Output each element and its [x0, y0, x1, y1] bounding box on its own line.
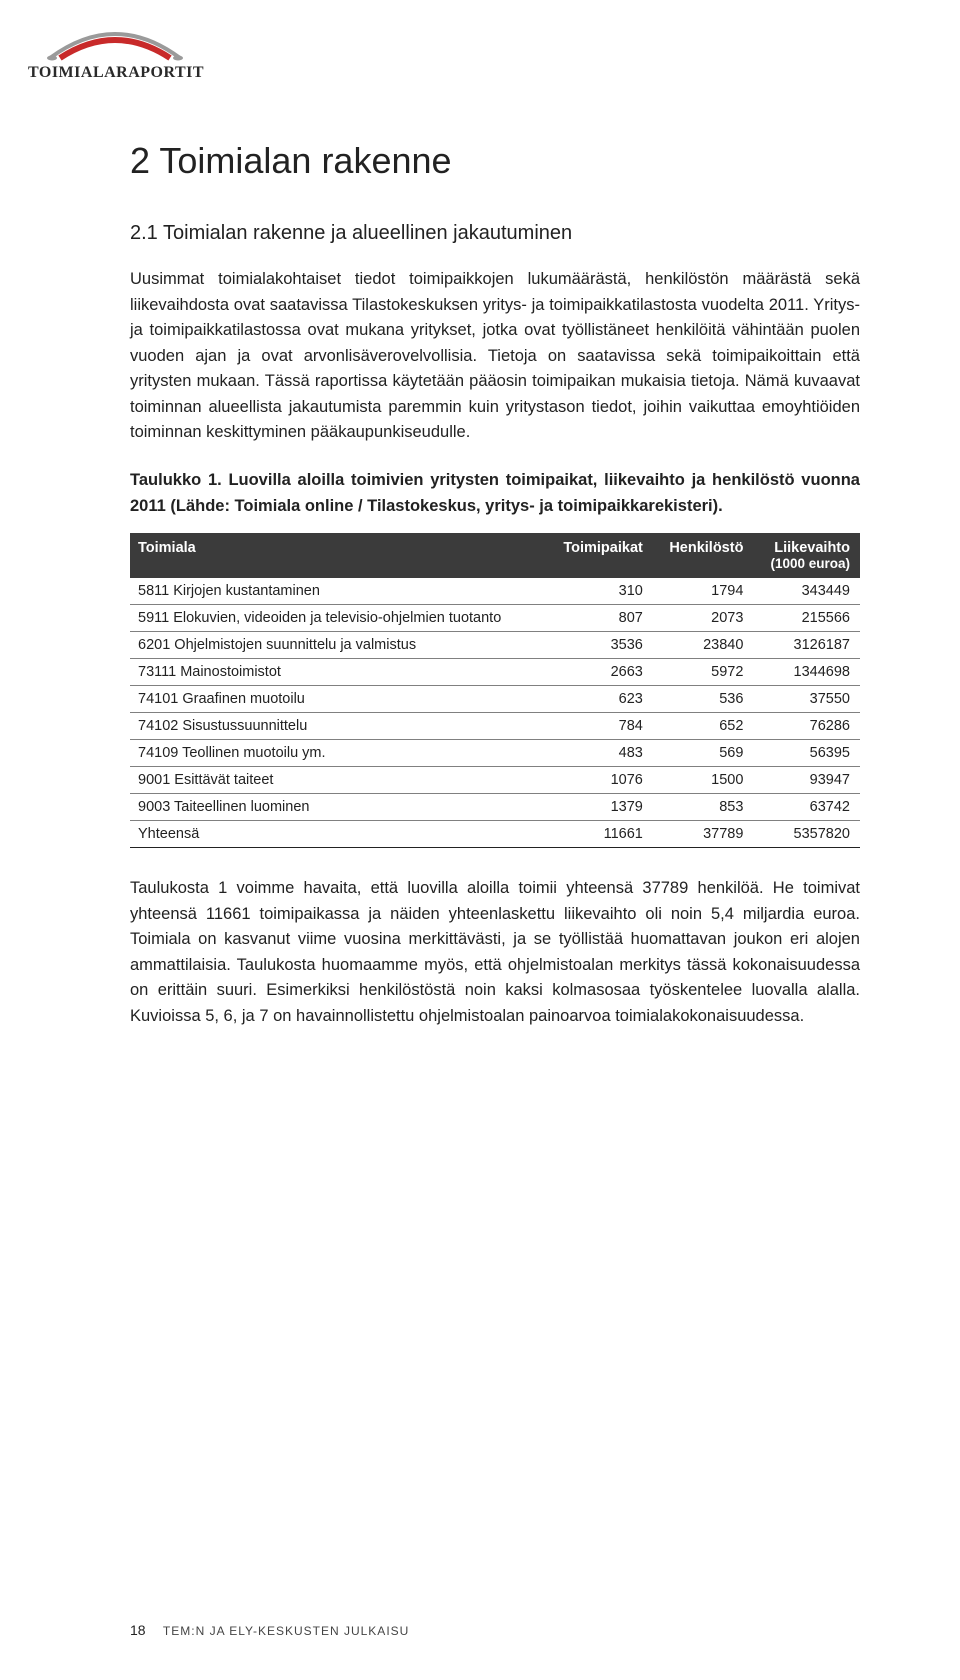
page-number: 18 [130, 1622, 146, 1638]
table-cell: 1794 [653, 578, 754, 605]
table-cell: 2663 [546, 659, 652, 686]
table-cell: 93947 [753, 767, 860, 794]
table-row: 74109 Teollinen muotoilu ym.48356956395 [130, 740, 860, 767]
table-cell: 3536 [546, 632, 652, 659]
table-cell: 5811 Kirjojen kustantaminen [130, 578, 546, 605]
table-cell: 11661 [546, 821, 652, 848]
caption-text: Luovilla aloilla toimivien yritysten toi… [130, 471, 860, 515]
table-cell: 63742 [753, 794, 860, 821]
table-cell: 569 [653, 740, 754, 767]
body-paragraph: Taulukosta 1 voimme havaita, että luovil… [130, 876, 860, 1029]
body-paragraph: Uusimmat toimialakohtaiset tiedot toimip… [130, 267, 860, 446]
table-cell: 74101 Graafinen muotoilu [130, 686, 546, 713]
table-cell: 784 [546, 713, 652, 740]
chapter-title: 2 Toimialan rakenne [130, 140, 860, 182]
logo: TOIMIALARAPORTIT [28, 28, 208, 82]
table-cell: 37789 [653, 821, 754, 848]
table-caption: Taulukko 1. Luovilla aloilla toimivien y… [130, 468, 860, 519]
page-footer: 18 TEM:N JA ELY-KESKUSTEN JULKAISU [130, 1622, 409, 1638]
table-cell: 3126187 [753, 632, 860, 659]
col-liikevaihto-label: Liikevaihto [774, 540, 850, 556]
table-cell: 76286 [753, 713, 860, 740]
table-cell: 1500 [653, 767, 754, 794]
table-cell: 5972 [653, 659, 754, 686]
table-cell: 73111 Mainostoimistot [130, 659, 546, 686]
table-cell: 1379 [546, 794, 652, 821]
col-toimiala: Toimiala [130, 533, 546, 578]
table-cell: 652 [653, 713, 754, 740]
table-cell: 310 [546, 578, 652, 605]
table-row: 73111 Mainostoimistot266359721344698 [130, 659, 860, 686]
table-cell: 6201 Ohjelmistojen suunnittelu ja valmis… [130, 632, 546, 659]
table-row: 9003 Taiteellinen luominen137985363742 [130, 794, 860, 821]
table-cell: 1344698 [753, 659, 860, 686]
table-cell: 5357820 [753, 821, 860, 848]
col-liikevaihto: Liikevaihto (1000 euroa) [753, 533, 860, 578]
section-title: 2.1 Toimialan rakenne ja alueellinen jak… [130, 222, 860, 245]
caption-label: Taulukko 1. [130, 471, 222, 489]
table-cell: 5911 Elokuvien, videoiden ja televisio-o… [130, 605, 546, 632]
table-cell: 74109 Teollinen muotoilu ym. [130, 740, 546, 767]
table-cell: Yhteensä [130, 821, 546, 848]
logo-text: TOIMIALARAPORTIT [28, 64, 208, 82]
table-cell: 536 [653, 686, 754, 713]
col-henkilosto: Henkilöstö [653, 533, 754, 578]
table-row: 74102 Sisustussuunnittelu78465276286 [130, 713, 860, 740]
logo-arc-icon [40, 28, 190, 62]
table-cell: 483 [546, 740, 652, 767]
table-cell: 9003 Taiteellinen luominen [130, 794, 546, 821]
page: TOIMIALARAPORTIT 2 Toimialan rakenne 2.1… [0, 0, 960, 1680]
table-cell: 9001 Esittävät taiteet [130, 767, 546, 794]
col-toimipaikat: Toimipaikat [546, 533, 652, 578]
table-header-row: Toimiala Toimipaikat Henkilöstö Liikevai… [130, 533, 860, 578]
table-cell: 2073 [653, 605, 754, 632]
table-row: 9001 Esittävät taiteet1076150093947 [130, 767, 860, 794]
data-table: Toimiala Toimipaikat Henkilöstö Liikevai… [130, 533, 860, 848]
table-cell: 853 [653, 794, 754, 821]
col-liikevaihto-sub: (1000 euroa) [761, 556, 850, 571]
table-row: 6201 Ohjelmistojen suunnittelu ja valmis… [130, 632, 860, 659]
table-cell: 74102 Sisustussuunnittelu [130, 713, 546, 740]
table-row: 5911 Elokuvien, videoiden ja televisio-o… [130, 605, 860, 632]
table-row: 5811 Kirjojen kustantaminen3101794343449 [130, 578, 860, 605]
table-cell: 23840 [653, 632, 754, 659]
table-cell: 623 [546, 686, 652, 713]
table-row: Yhteensä11661377895357820 [130, 821, 860, 848]
table-cell: 343449 [753, 578, 860, 605]
table-cell: 807 [546, 605, 652, 632]
table-cell: 37550 [753, 686, 860, 713]
table-cell: 215566 [753, 605, 860, 632]
footer-text: TEM:N JA ELY-KESKUSTEN JULKAISU [163, 1624, 409, 1638]
table-cell: 56395 [753, 740, 860, 767]
table-cell: 1076 [546, 767, 652, 794]
table-row: 74101 Graafinen muotoilu62353637550 [130, 686, 860, 713]
